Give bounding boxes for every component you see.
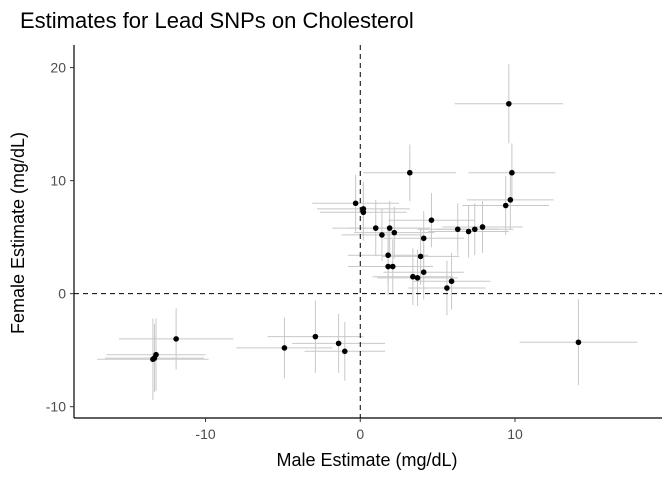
data-point-25 xyxy=(448,278,455,285)
data-point-21 xyxy=(389,263,396,270)
data-point-27 xyxy=(173,336,179,342)
data-point-26 xyxy=(444,285,450,291)
data-point-9 xyxy=(372,225,379,231)
data-point-33 xyxy=(335,340,342,347)
data-point-18 xyxy=(385,252,391,259)
data-point-12 xyxy=(465,228,472,235)
data-point-3 xyxy=(507,197,514,203)
data-point-14 xyxy=(479,224,486,230)
y-tick-label: 20 xyxy=(50,60,66,76)
data-point-0 xyxy=(506,100,512,107)
x-axis-title: Male Estimate (mg/dL) xyxy=(276,450,457,470)
data-point-15 xyxy=(391,229,398,236)
y-tick-label: 0 xyxy=(58,286,66,302)
data-point-35 xyxy=(575,339,582,346)
errorbars-layer xyxy=(97,64,638,400)
x-tick-label: -10 xyxy=(195,426,215,442)
points-layer xyxy=(150,100,582,363)
data-point-34 xyxy=(341,348,348,355)
data-point-23 xyxy=(410,273,416,280)
data-point-20 xyxy=(385,263,391,270)
reference-lines xyxy=(74,45,662,418)
data-point-32 xyxy=(312,333,319,340)
data-point-7 xyxy=(360,209,367,216)
data-point-8 xyxy=(428,217,435,223)
y-tick-label: -10 xyxy=(46,399,66,415)
y-axis-title: Female Estimate (mg/dL) xyxy=(8,132,28,334)
data-point-30 xyxy=(150,356,156,363)
chart-title: Estimates for Lead SNPs on Cholesterol xyxy=(20,8,414,33)
axes: -10 0 10 -10 0 10 20 xyxy=(46,45,662,442)
y-tick-label: 10 xyxy=(50,173,66,189)
data-point-16 xyxy=(379,232,385,238)
x-tick-label: 0 xyxy=(356,426,364,442)
x-tick-label: 10 xyxy=(507,426,523,442)
data-point-19 xyxy=(417,253,424,260)
data-point-1 xyxy=(406,169,413,176)
data-point-2 xyxy=(509,169,515,176)
data-point-22 xyxy=(420,269,427,275)
data-point-24 xyxy=(414,275,421,281)
data-point-17 xyxy=(420,235,427,242)
data-point-31 xyxy=(281,345,288,351)
data-point-11 xyxy=(454,226,461,233)
data-point-5 xyxy=(352,200,359,207)
data-point-4 xyxy=(502,202,509,209)
data-point-10 xyxy=(386,225,393,231)
data-point-13 xyxy=(471,226,478,233)
